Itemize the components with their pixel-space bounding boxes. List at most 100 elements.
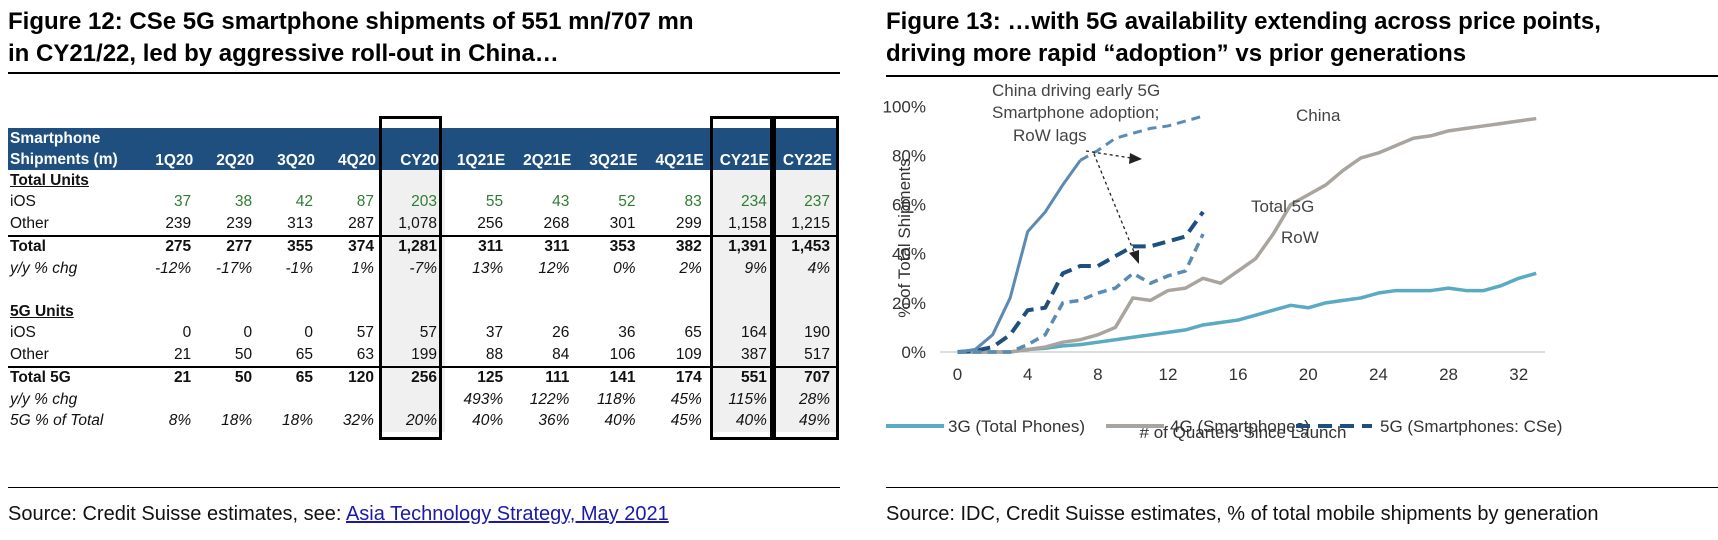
table-header-label: Smartphone Shipments (m) bbox=[8, 128, 139, 170]
right-bottom-rule bbox=[886, 487, 1718, 488]
table-cell: 287 bbox=[348, 214, 374, 232]
row-label: 5G % of Total bbox=[10, 412, 104, 430]
empty-cell bbox=[321, 301, 382, 323]
left-title-rule bbox=[8, 72, 840, 74]
spacer-cell bbox=[644, 280, 710, 302]
table-cell: 63 bbox=[356, 345, 374, 363]
table-cell: 203 bbox=[381, 191, 445, 213]
table-cell: 83 bbox=[684, 193, 702, 211]
section-title: 5G Units bbox=[10, 302, 74, 320]
table-cell: 517 bbox=[774, 344, 838, 367]
empty-cell bbox=[138, 170, 199, 192]
x-tick-label: 4 bbox=[1023, 365, 1032, 384]
spacer-row bbox=[8, 279, 838, 302]
x-tick-label: 20 bbox=[1299, 365, 1318, 384]
label-china: China bbox=[1296, 106, 1341, 125]
table-cell: 13% bbox=[472, 259, 504, 277]
annotation-arrow-china bbox=[1085, 150, 1132, 159]
x-tick-label: 0 bbox=[953, 365, 962, 384]
empty-cell bbox=[260, 170, 321, 192]
row-label: Total 5G bbox=[8, 365, 139, 389]
table-cell: 57 bbox=[356, 324, 374, 342]
table-cell: 1,281 bbox=[381, 234, 445, 258]
table-cell: 111 bbox=[511, 365, 578, 389]
table-cell bbox=[199, 389, 260, 411]
column-header: 2Q20 bbox=[199, 128, 261, 170]
spacer-cell bbox=[260, 280, 321, 302]
y-tick-label: 40% bbox=[892, 245, 926, 264]
row-label: y/y % chg bbox=[10, 259, 78, 277]
table-row: iOS 0 0 0 57 57 37 26 36 65 164 190 bbox=[8, 322, 838, 344]
table-cell: 382 bbox=[643, 234, 710, 258]
table-cell: 9% bbox=[709, 258, 775, 280]
table-cell: 199 bbox=[381, 344, 445, 367]
table-row: Other 239 239 313 287 1,078 256 268 301 299 1,158 1… bbox=[8, 213, 838, 236]
table-cell: 4% bbox=[774, 258, 838, 280]
spacer-cell bbox=[138, 280, 199, 302]
table-cell: -12% bbox=[155, 259, 192, 277]
table-cell: 32% bbox=[342, 412, 374, 430]
label-row: RoW bbox=[1281, 228, 1319, 247]
left-source-text: Source: Credit Suisse estimates, see: bbox=[8, 503, 346, 525]
right-source: Source: IDC, Credit Suisse estimates, % … bbox=[886, 503, 1599, 525]
right-figure-title: Figure 13: …with 5G availability extendi… bbox=[886, 6, 1601, 70]
y-tick-labels: 0% 20% 40% 60% 80% 100% bbox=[883, 97, 926, 362]
legend-label: 4G (Smartphones) bbox=[1170, 417, 1310, 436]
table-cell: 28% bbox=[774, 389, 838, 411]
table-cell: 256 bbox=[381, 365, 445, 389]
series-3g-total-phones bbox=[957, 271, 1537, 354]
table-cell: 40% bbox=[604, 412, 636, 430]
table-cell: 387 bbox=[709, 344, 775, 367]
empty-cell bbox=[644, 170, 710, 192]
row-label: Other bbox=[10, 214, 49, 232]
spacer-cell bbox=[199, 280, 260, 302]
table-body: Total Units iOS 37 38 42 87 203 55 43 52 83 234 237 O… bbox=[8, 170, 838, 432]
table-cell: 40% bbox=[472, 412, 504, 430]
column-header: 1Q21E bbox=[444, 128, 512, 170]
table-cell: -7% bbox=[381, 258, 445, 280]
right-title-rule bbox=[886, 75, 1718, 77]
table-cell: 49% bbox=[774, 410, 838, 432]
annotation-arrowhead-china bbox=[1129, 153, 1142, 164]
x-tick-label: 8 bbox=[1093, 365, 1102, 384]
table-cell: 164 bbox=[709, 322, 775, 344]
empty-cell bbox=[199, 170, 260, 192]
table-cell bbox=[381, 389, 445, 411]
table-cell: 115% bbox=[709, 389, 775, 411]
empty-cell bbox=[445, 170, 511, 192]
table-cell: 38 bbox=[234, 193, 253, 211]
table-cell: 40% bbox=[709, 410, 775, 432]
x-tick-label: 28 bbox=[1439, 365, 1458, 384]
section-title: Total Units bbox=[10, 171, 89, 189]
asia-technology-strategy-link[interactable]: Asia Technology Strategy, May 2021 bbox=[345, 503, 669, 525]
shipments-table: Smartphone Shipments (m) 1Q20 2Q20 3Q20 … bbox=[8, 128, 838, 432]
table-cell: 313 bbox=[287, 214, 314, 232]
row-label: iOS bbox=[10, 324, 36, 342]
column-header: 3Q20 bbox=[260, 128, 322, 170]
table-cell: 707 bbox=[774, 365, 838, 389]
table-cell: 551 bbox=[709, 365, 775, 389]
series-china-solid bbox=[957, 159, 1082, 354]
table-cell: 87 bbox=[356, 193, 374, 211]
table-cell: 1,158 bbox=[709, 213, 775, 236]
table-row: Total 275 277 355 374 1,281 311 311 353 382 1,391 1… bbox=[8, 234, 838, 258]
column-header: 4Q21E bbox=[643, 128, 710, 170]
empty-cell bbox=[709, 170, 775, 192]
table-cell: 26 bbox=[552, 324, 570, 342]
header-label-line2: Shipments (m) bbox=[10, 151, 118, 168]
table-cell: 0 bbox=[182, 324, 192, 342]
left-title-line1: Figure 12: CSe 5G smartphone shipments o… bbox=[8, 8, 694, 35]
spacer-cell bbox=[445, 280, 511, 302]
table-cell: 65 bbox=[295, 345, 314, 363]
empty-cell bbox=[774, 301, 838, 323]
column-header: 4Q20 bbox=[321, 128, 382, 170]
table-cell: 106 bbox=[609, 345, 636, 363]
table-cell: 190 bbox=[774, 322, 838, 344]
table-cell: 355 bbox=[260, 234, 322, 258]
series-5g-smartphones-cse bbox=[957, 210, 1205, 354]
table-cell: 237 bbox=[774, 191, 838, 213]
table-header-row: Smartphone Shipments (m) 1Q20 2Q20 3Q20 … bbox=[8, 128, 838, 170]
table-row: y/y % chg -12% -17% -1% 1% -7% 13% 12% 0% 2% 9% 4% bbox=[8, 258, 838, 280]
table-cell: 141 bbox=[577, 365, 644, 389]
empty-cell bbox=[577, 301, 643, 323]
